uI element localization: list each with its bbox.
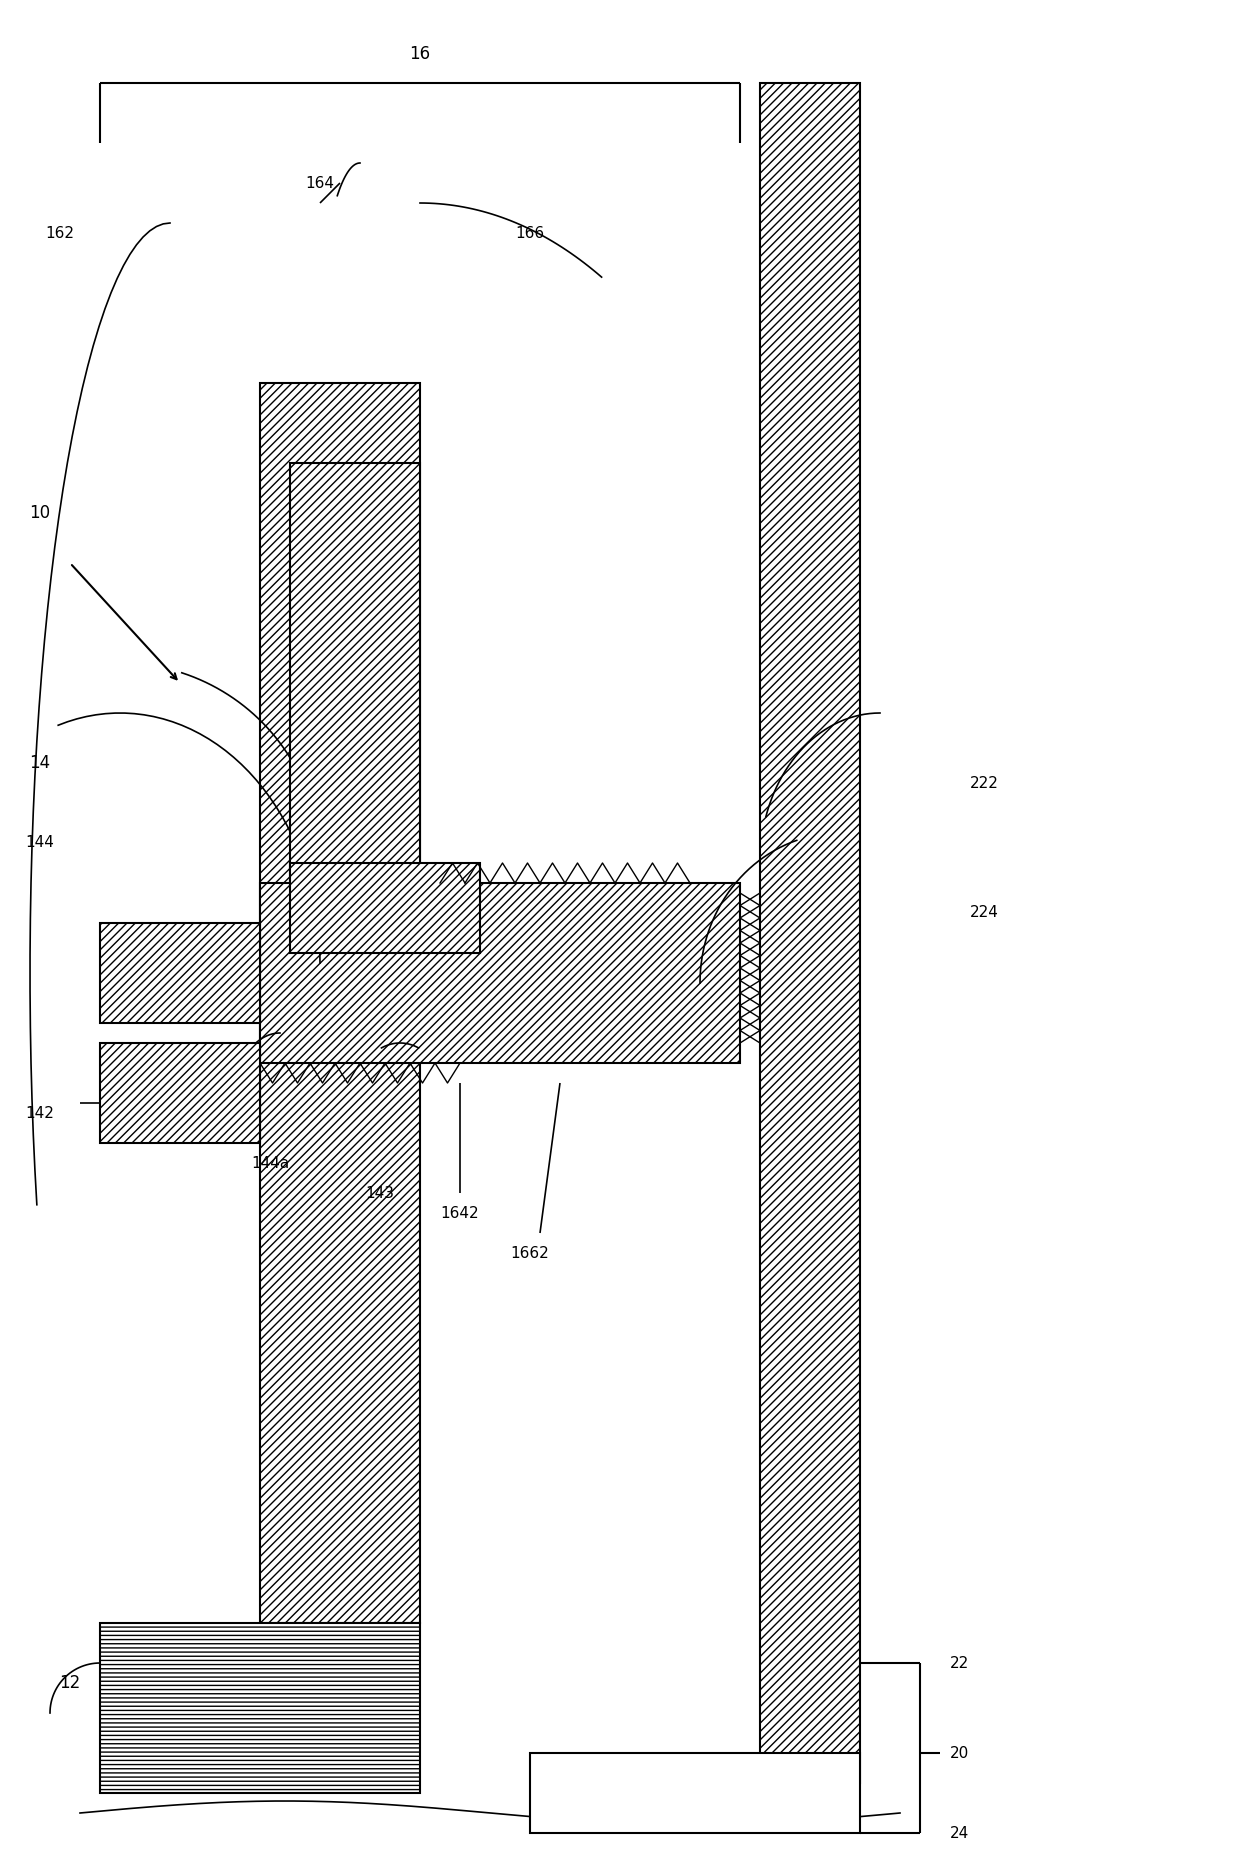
Text: 166: 166 bbox=[516, 226, 544, 241]
Text: 144: 144 bbox=[26, 836, 55, 851]
Text: 24: 24 bbox=[950, 1825, 970, 1840]
Text: 16: 16 bbox=[409, 45, 430, 63]
Text: 10: 10 bbox=[30, 504, 51, 522]
Bar bbox=[290, 862, 480, 954]
Bar bbox=[290, 463, 420, 883]
Text: 1662: 1662 bbox=[511, 1245, 549, 1261]
Text: 22: 22 bbox=[950, 1655, 970, 1670]
Bar bbox=[260, 383, 420, 1623]
Bar bbox=[100, 1043, 260, 1144]
Bar bbox=[529, 1752, 861, 1832]
Text: 144a: 144a bbox=[250, 1155, 289, 1170]
Text: 12: 12 bbox=[60, 1674, 81, 1692]
Bar bbox=[760, 82, 861, 1784]
Bar bbox=[260, 883, 740, 1064]
Text: 162: 162 bbox=[46, 226, 74, 241]
Text: 143: 143 bbox=[366, 1185, 394, 1200]
Text: 20: 20 bbox=[950, 1745, 970, 1760]
Text: 164: 164 bbox=[305, 175, 335, 190]
Text: 1642: 1642 bbox=[440, 1205, 480, 1220]
Text: 222: 222 bbox=[970, 776, 999, 791]
Bar bbox=[100, 1623, 420, 1793]
Text: 14: 14 bbox=[30, 754, 51, 773]
Bar bbox=[100, 924, 260, 1023]
Text: 224: 224 bbox=[970, 905, 999, 920]
Text: 142: 142 bbox=[26, 1105, 55, 1120]
